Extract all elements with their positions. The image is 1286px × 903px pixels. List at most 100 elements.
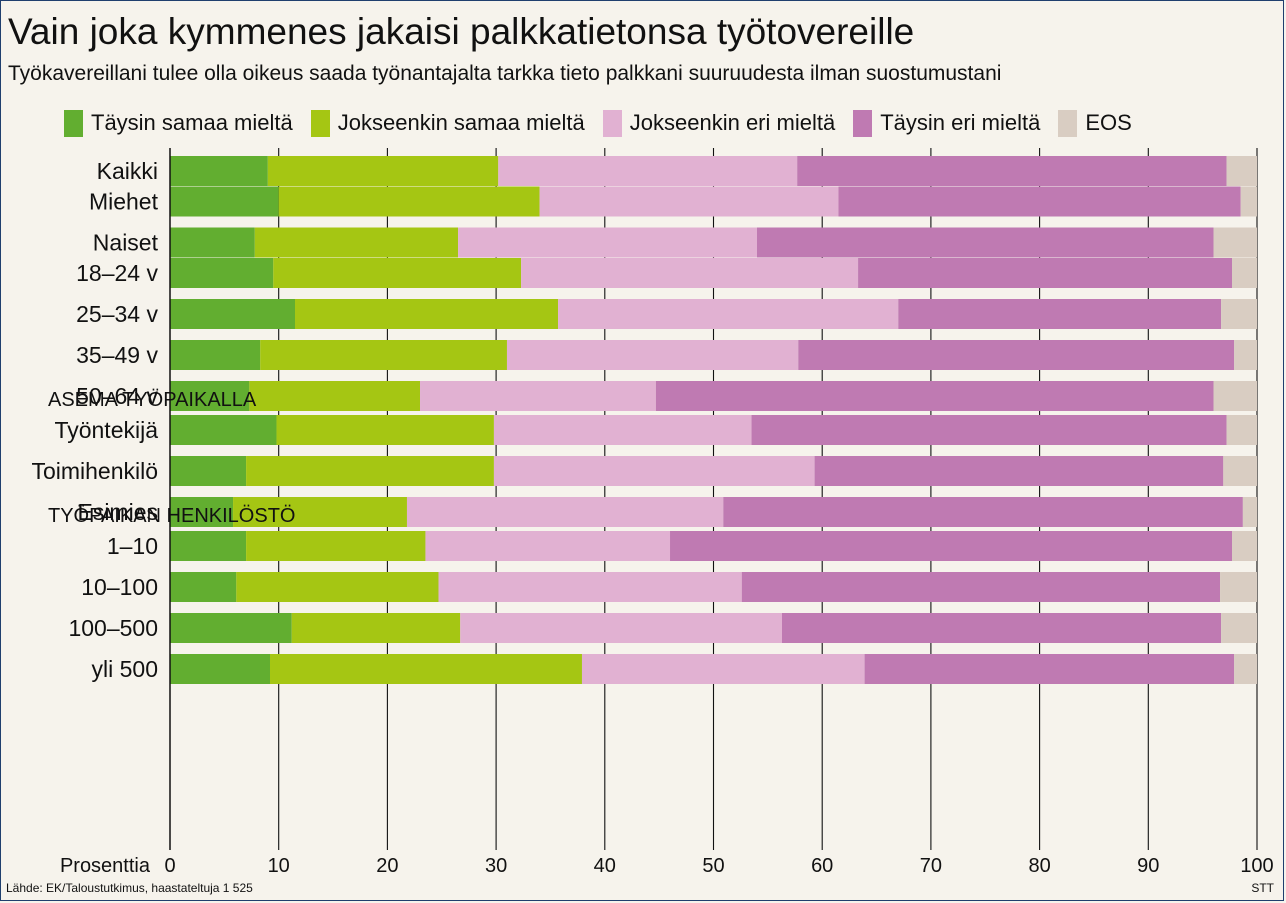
bar-segment [425,531,671,561]
legend-item-eos: EOS [1058,109,1132,137]
category-label: yli 500 [92,656,158,682]
legend-item-jokseenkin-samaa: Jokseenkin samaa mieltä [310,109,585,137]
credit-note: STT [1251,881,1274,895]
bar-segment [781,613,1222,643]
bar-segment [1221,613,1257,643]
legend-label: Jokseenkin samaa mieltä [337,110,585,135]
bar-segment [558,299,899,329]
category-label: 35–49 v [76,342,158,368]
x-tick-label: 60 [811,855,833,877]
bar-segment [273,258,522,288]
category-label: 1–10 [107,533,158,559]
bar-segment [814,456,1224,486]
category-label: 50–64 v [76,383,158,409]
bar-segment [170,456,247,486]
bar-segment [493,456,815,486]
bar-segment [838,186,1241,217]
bar-segment [460,613,782,643]
bar-segment [170,299,296,329]
bar-segment [493,415,752,445]
bar-segment [170,186,279,217]
bar-segment [170,531,247,561]
chart-subtitle: Työkavereillani tulee olla oikeus saada … [8,62,1002,85]
bar-segment [1223,456,1257,486]
bar-segment [438,572,742,602]
bar-segment [270,654,582,684]
bar-segment [498,156,798,186]
bar-segment [756,227,1214,258]
legend-item-jokseenkin-eri: Jokseenkin eri mieltä [602,109,836,137]
legend-item-taysin-eri: Täysin eri mieltä [853,109,1041,137]
bar-segment [521,258,859,288]
bar-segment [260,340,507,370]
legend-swatch [1058,109,1078,137]
category-label: Miehet [89,189,159,215]
group-heading: TYÖPAIKAN HENKILÖSTÖ [48,505,295,527]
bar-segment [1240,186,1257,217]
legend-label: EOS [1085,110,1132,135]
bar-segment [170,227,255,258]
bar-segment [858,258,1232,288]
bar-segment [670,531,1232,561]
bar-segment [246,531,426,561]
bar-segment [797,156,1227,186]
legend-label: Täysin eri mieltä [880,110,1041,135]
x-tick-label: 70 [920,855,942,877]
bar-segment [420,381,656,411]
bar-segment [741,572,1221,602]
bar-segment [1231,258,1257,288]
bar-segment [278,186,540,217]
x-axis-label: Prosenttia [60,855,151,877]
bar-segment [864,654,1235,684]
bar-segment [1213,227,1257,258]
x-tick-label: 0 [164,855,175,877]
x-tick-label: 90 [1137,855,1159,877]
legend-swatch [310,109,330,137]
legend-label: Jokseenkin eri mieltä [629,110,836,135]
bar-segment [798,340,1235,370]
category-label: 100–500 [68,615,158,641]
legend: Täysin samaa mieltä Jokseenkin samaa mie… [64,106,1150,140]
bar-segment [170,258,274,288]
bar-segment [291,613,461,643]
x-tick-label: 20 [376,855,398,877]
x-tick-label: 10 [268,855,290,877]
bar-segment [1213,381,1257,411]
bar-segment [898,299,1222,329]
x-tick-label: 100 [1240,855,1273,877]
chart-title: Vain joka kymmenes jakaisi palkkatietons… [8,11,915,52]
bar-segment [254,227,459,258]
bar-segment [246,456,494,486]
legend-swatch [602,109,622,137]
legend-label: Täysin samaa mieltä [91,110,293,135]
group-heading: ASEMA TYÖPAIKALLA [48,389,257,411]
x-tick-label: 80 [1028,855,1050,877]
bar-segment [295,299,559,329]
bar-segment [170,613,292,643]
bar-segment [170,654,271,684]
bar-segment [1242,497,1257,527]
source-note: Lähde: EK/Taloustutkimus, haastateltuja … [6,881,253,895]
bar-segment [236,572,439,602]
bar-segment [751,415,1227,445]
bar-segment [267,156,499,186]
bar-segment [1231,531,1257,561]
bar-segment [723,497,1243,527]
bar-segment [458,227,757,258]
category-label: Esimies [77,499,158,525]
category-label: 18–24 v [76,260,158,286]
bar-segment [170,156,268,186]
x-tick-label: 50 [702,855,724,877]
bar-segment [233,497,407,527]
bar-segment [581,654,865,684]
bar-segment [406,497,724,527]
bar-segment [170,572,237,602]
legend-item-taysin-samaa: Täysin samaa mieltä [64,109,293,137]
category-label: Työntekijä [54,417,158,443]
bar-segment [655,381,1214,411]
bar-segment [170,415,277,445]
x-tick-label: 30 [485,855,507,877]
bar-segment [170,497,234,527]
